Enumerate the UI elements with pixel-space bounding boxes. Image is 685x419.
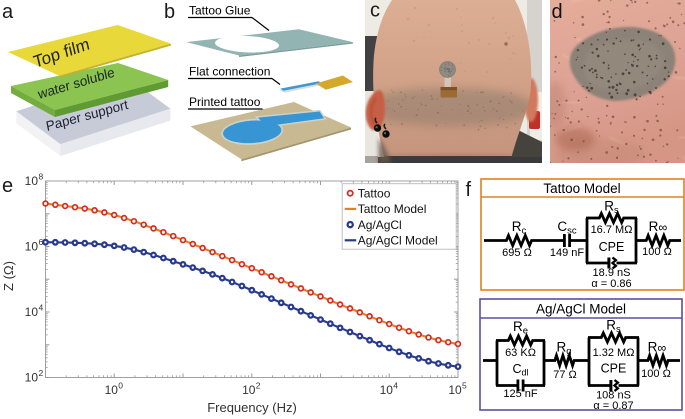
svg-text:Tattoo Model: Tattoo Model	[358, 202, 427, 216]
svg-text:α = 0.87: α = 0.87	[593, 400, 633, 412]
svg-text:α = 0.86: α = 0.86	[591, 278, 631, 290]
svg-text:Frequency (Hz): Frequency (Hz)	[207, 400, 297, 415]
svg-text:10: 10	[105, 383, 119, 397]
svg-text:f: f	[466, 179, 472, 201]
svg-text:16.7 MΩ: 16.7 MΩ	[591, 224, 633, 236]
svg-text:100 Ω: 100 Ω	[642, 246, 672, 258]
svg-text:63 KΩ: 63 KΩ	[505, 347, 536, 359]
svg-text:b: b	[164, 1, 175, 23]
svg-text:125 nF: 125 nF	[503, 388, 538, 400]
svg-text:100 Ω: 100 Ω	[641, 368, 671, 380]
svg-text:a: a	[2, 1, 14, 23]
svg-text:10: 10	[448, 383, 462, 397]
svg-text:d: d	[552, 1, 563, 23]
svg-text:2: 2	[39, 368, 44, 378]
svg-text:5: 5	[462, 381, 467, 391]
svg-text:6: 6	[39, 237, 44, 247]
svg-text:10: 10	[25, 371, 39, 385]
svg-text:2: 2	[256, 381, 261, 391]
svg-text:Tattoo Model: Tattoo Model	[543, 181, 620, 196]
svg-text:Ag/AgCl: Ag/AgCl	[358, 218, 402, 232]
svg-text:695 Ω: 695 Ω	[502, 247, 532, 259]
svg-text:R∞: R∞	[649, 219, 668, 235]
svg-text:Tattoo Glue: Tattoo Glue	[189, 4, 251, 18]
svg-text:Z (Ω): Z (Ω)	[1, 261, 16, 291]
svg-text:8: 8	[39, 172, 44, 182]
svg-text:149 nF: 149 nF	[550, 247, 585, 259]
svg-text:R∞: R∞	[648, 340, 667, 356]
svg-text:77 Ω: 77 Ω	[553, 369, 577, 381]
svg-text:CPE: CPE	[601, 362, 627, 376]
svg-text:10: 10	[242, 383, 256, 397]
svg-text:Ag/AgCl Model: Ag/AgCl Model	[358, 234, 438, 248]
svg-text:18.9 nS: 18.9 nS	[593, 267, 631, 279]
svg-text:0: 0	[118, 381, 123, 391]
svg-text:4: 4	[393, 381, 398, 391]
svg-text:CPE: CPE	[599, 240, 625, 254]
svg-text:108 nS: 108 nS	[596, 390, 631, 402]
svg-text:4: 4	[39, 303, 44, 313]
svg-text:10: 10	[380, 383, 394, 397]
svg-text:e: e	[2, 175, 13, 197]
svg-text:1.32 MΩ: 1.32 MΩ	[593, 347, 635, 359]
svg-text:Ag/AgCl Model: Ag/AgCl Model	[536, 302, 626, 317]
svg-text:Tattoo: Tattoo	[358, 186, 391, 200]
svg-text:c: c	[370, 0, 380, 22]
svg-text:10: 10	[25, 174, 39, 188]
svg-text:Printed tattoo: Printed tattoo	[189, 95, 261, 109]
svg-text:10: 10	[25, 240, 39, 254]
svg-text:10: 10	[25, 305, 39, 319]
svg-text:Flat connection: Flat connection	[189, 65, 270, 79]
